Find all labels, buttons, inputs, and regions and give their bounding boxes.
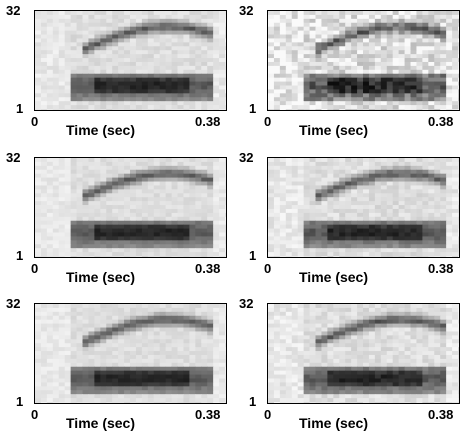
x-tick-left: 0 [31,407,39,422]
spectrogram-svg [35,158,226,257]
x-tick-left: 0 [264,261,272,276]
panel-6: 32 1 0 0.38 Time (sec) [233,293,470,441]
spectrogram-image [267,10,460,111]
y-tick-bottom: 1 [249,101,257,116]
x-tick-left: 0 [31,114,39,129]
x-axis-label: Time (sec) [66,122,135,138]
y-tick-top: 32 [6,150,21,165]
y-tick-bottom: 1 [16,248,24,263]
spectrogram-image [267,303,460,404]
x-tick-left: 0 [31,261,39,276]
spectrogram-svg [268,11,459,110]
spectrogram-image [34,157,227,258]
x-axis-label: Time (sec) [299,269,368,285]
x-tick-right: 0.38 [195,407,221,422]
x-axis-label: Time (sec) [66,269,135,285]
x-tick-left: 0 [264,114,272,129]
y-tick-top: 32 [239,296,254,311]
x-tick-right: 0.38 [195,114,221,129]
panel-3: 32 1 0 0.38 Time (sec) [0,147,237,295]
panel-1: 32 1 0 0.38 Time (sec) [0,0,237,148]
spectrogram-svg [268,158,459,257]
spectrogram-svg [35,11,226,110]
y-tick-bottom: 1 [249,394,257,409]
y-tick-top: 32 [239,3,254,18]
spectrogram-svg [35,304,226,403]
x-tick-right: 0.38 [428,114,454,129]
y-tick-bottom: 1 [16,101,24,116]
y-tick-top: 32 [239,150,254,165]
y-tick-top: 32 [6,3,21,18]
x-tick-right: 0.38 [428,261,454,276]
x-axis-label: Time (sec) [299,415,368,431]
spectrogram-image [267,157,460,258]
x-tick-right: 0.38 [428,407,454,422]
y-tick-bottom: 1 [249,248,257,263]
spectrogram-image [34,303,227,404]
spectrogram-image [34,10,227,111]
spectrogram-svg [268,304,459,403]
x-axis-label: Time (sec) [299,122,368,138]
panel-5: 32 1 0 0.38 Time (sec) [0,293,237,441]
y-tick-bottom: 1 [16,394,24,409]
y-tick-top: 32 [6,296,21,311]
panel-4: 32 1 0 0.38 Time (sec) [233,147,470,295]
panel-2: 32 1 0 0.38 Time (sec) [233,0,470,148]
x-tick-left: 0 [264,407,272,422]
x-axis-label: Time (sec) [66,415,135,431]
x-tick-right: 0.38 [195,261,221,276]
